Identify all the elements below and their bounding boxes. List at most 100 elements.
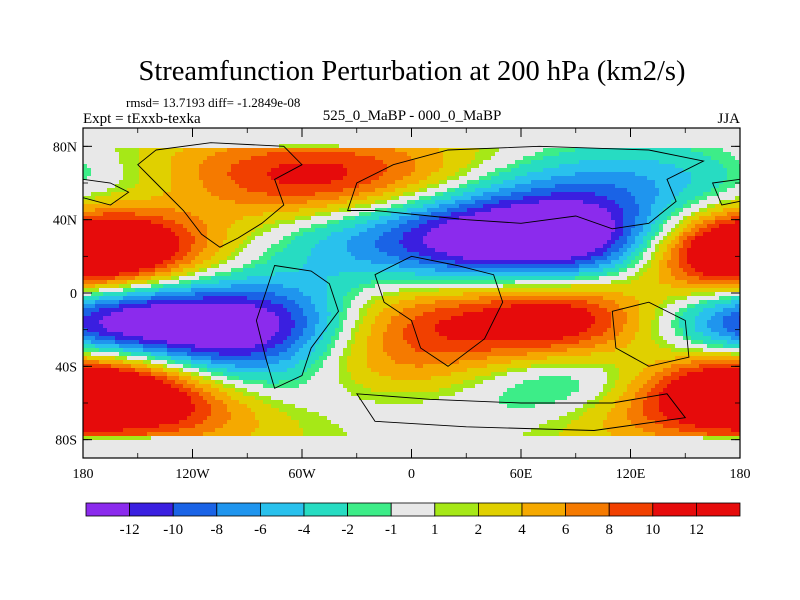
field-cell — [287, 376, 292, 381]
field-cell — [123, 364, 128, 369]
field-cell — [187, 160, 192, 165]
field-cell — [223, 328, 228, 333]
field-cell — [267, 296, 272, 301]
field-cell — [263, 248, 268, 253]
field-cell — [219, 396, 224, 401]
field-cell — [299, 272, 304, 277]
field-cell — [299, 392, 304, 397]
field-cell — [275, 180, 280, 185]
field-cell — [275, 296, 280, 301]
field-cell — [255, 148, 260, 153]
field-cell — [151, 312, 156, 317]
field-cell — [99, 440, 104, 445]
field-cell — [271, 368, 276, 373]
field-cell — [239, 284, 244, 289]
field-cell — [315, 180, 320, 185]
field-cell — [223, 152, 228, 157]
field-cell — [135, 288, 140, 293]
field-cell — [179, 232, 184, 237]
field-cell — [87, 160, 92, 165]
field-cell — [183, 324, 188, 329]
field-cell — [83, 264, 88, 269]
field-cell — [227, 332, 232, 337]
field-cell — [219, 320, 224, 325]
field-cell — [303, 312, 308, 317]
field-cell — [231, 424, 236, 429]
field-cell — [99, 132, 104, 137]
field-cell — [251, 344, 256, 349]
field-cell — [227, 192, 232, 197]
field-cell — [303, 288, 308, 293]
field-cell — [271, 348, 276, 353]
field-cell — [187, 132, 192, 137]
field-cell — [315, 140, 320, 145]
field-cell — [207, 448, 212, 453]
field-cell — [171, 192, 176, 197]
field-cell — [87, 208, 92, 213]
field-cell — [215, 244, 220, 249]
field-cell — [323, 140, 328, 145]
field-cell — [307, 152, 312, 157]
field-cell — [311, 408, 316, 413]
field-cell — [231, 400, 236, 405]
field-cell — [95, 132, 100, 137]
field-cell — [103, 380, 108, 385]
field-cell — [135, 412, 140, 417]
field-cell — [295, 308, 300, 313]
field-cell — [211, 348, 216, 353]
field-cell — [279, 296, 284, 301]
field-cell — [215, 172, 220, 177]
field-cell — [287, 344, 292, 349]
field-cell — [315, 328, 320, 333]
field-cell — [223, 264, 228, 269]
field-cell — [231, 368, 236, 373]
field-cell — [163, 260, 168, 265]
field-cell — [167, 136, 172, 141]
field-cell — [215, 452, 220, 457]
field-cell — [227, 236, 232, 241]
field-cell — [279, 376, 284, 381]
field-cell — [155, 228, 160, 233]
field-cell — [95, 448, 100, 453]
field-cell — [227, 300, 232, 305]
field-cell — [287, 208, 292, 213]
field-cell — [275, 404, 280, 409]
field-cell — [191, 316, 196, 321]
field-cell — [83, 204, 88, 209]
field-cell — [107, 268, 112, 273]
field-cell — [111, 248, 116, 253]
field-cell — [135, 260, 140, 265]
field-cell — [243, 140, 248, 145]
field-cell — [111, 240, 116, 245]
field-cell — [203, 216, 208, 221]
field-cell — [123, 324, 128, 329]
field-cell — [87, 448, 92, 453]
field-cell — [271, 192, 276, 197]
field-cell — [155, 276, 160, 281]
field-cell — [179, 400, 184, 405]
field-cell — [207, 232, 212, 237]
field-cell — [107, 416, 112, 421]
field-cell — [247, 264, 252, 269]
field-cell — [211, 392, 216, 397]
field-cell — [263, 420, 268, 425]
field-cell — [315, 416, 320, 421]
field-cell — [287, 324, 292, 329]
field-cell — [243, 232, 248, 237]
field-cell — [311, 244, 316, 249]
field-cell — [243, 160, 248, 165]
field-cell — [131, 216, 136, 221]
field-cell — [151, 192, 156, 197]
field-cell — [99, 408, 104, 413]
field-cell — [223, 284, 228, 289]
field-cell — [215, 284, 220, 289]
field-cell — [195, 228, 200, 233]
field-cell — [175, 244, 180, 249]
field-cell — [307, 252, 312, 257]
field-cell — [275, 212, 280, 217]
field-cell — [283, 416, 288, 421]
field-cell — [223, 292, 228, 297]
field-cell — [115, 204, 120, 209]
field-cell — [267, 208, 272, 213]
field-cell — [207, 280, 212, 285]
